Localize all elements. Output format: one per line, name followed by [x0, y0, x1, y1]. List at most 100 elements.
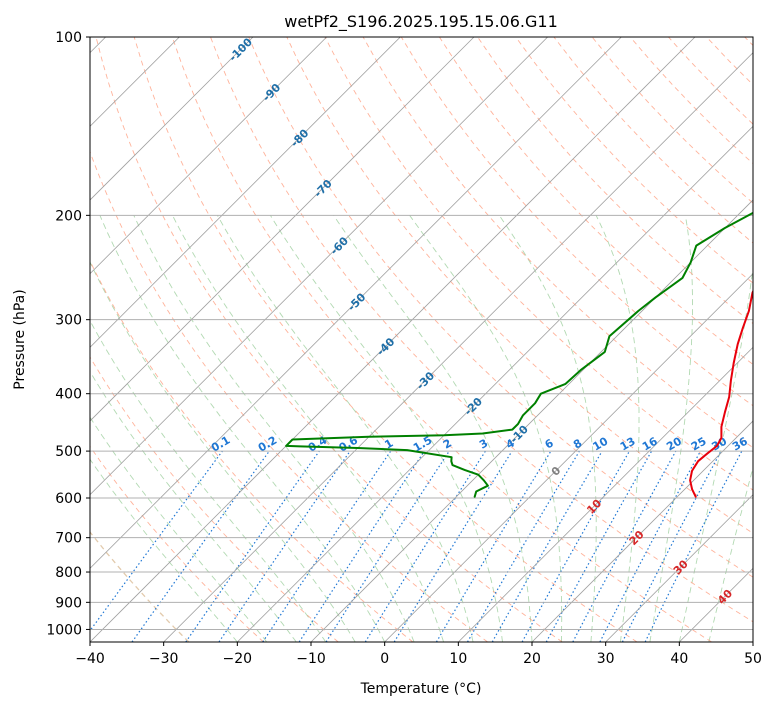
moist-adiabat — [90, 416, 268, 642]
isotherm-label: -50 — [345, 290, 368, 313]
moist-adiabat — [649, 215, 693, 642]
dry-adiabat — [591, 37, 753, 204]
y-tick-label: 700 — [55, 531, 82, 547]
dry-adiabat-label: 20 — [627, 528, 647, 548]
dry-adiabat-label: 40 — [715, 587, 735, 607]
y-axis-ticks: 100 200 300 400 500 600 700 800 900 1000 — [46, 30, 90, 638]
dry-adiabat — [133, 37, 638, 642]
isotherm-line — [163, 52, 753, 642]
dry-adiabat — [248, 37, 753, 578]
dry-adiabat — [706, 37, 753, 86]
dry-adiabat — [90, 356, 339, 642]
isotherm-label: -60 — [328, 234, 351, 257]
isotherm-label: -80 — [288, 126, 311, 149]
isotherm-line — [90, 37, 696, 642]
moist-adiabat — [90, 370, 297, 642]
dry-adiabat — [90, 530, 190, 642]
chart-title: wetPf2_S196.2025.195.15.06.G11 — [284, 12, 558, 32]
isotherm-line — [605, 494, 753, 642]
dry-adiabats — [90, 37, 753, 642]
isotherm-label: -20 — [462, 395, 485, 418]
moist-adiabat — [270, 215, 503, 642]
dry-adiabat — [744, 37, 753, 47]
dry-adiabat — [95, 37, 563, 642]
mixing-ratio-line — [644, 450, 743, 642]
x-axis-title: Temperature (°C) — [360, 681, 482, 697]
x-tick-label: −30 — [149, 651, 179, 667]
mixing-ratio-line — [185, 450, 320, 642]
moist-adiabats — [90, 215, 753, 642]
isotherm-line — [90, 37, 327, 275]
moist-adiabat — [708, 465, 753, 642]
x-tick-label: 20 — [523, 651, 541, 667]
isotherm-line — [90, 37, 254, 201]
dry-adiabat — [668, 37, 753, 125]
x-tick-label: 0 — [380, 651, 389, 667]
isotherm-line — [237, 125, 753, 642]
isotherm-label: -30 — [414, 369, 437, 392]
isotherm-line — [384, 273, 753, 642]
moist-adiabat — [90, 260, 356, 642]
pressure-gridlines — [90, 37, 753, 630]
mixing-ratio-line — [364, 450, 486, 642]
y-tick-label: 300 — [55, 313, 82, 329]
isotherm-line — [90, 37, 622, 569]
x-tick-label: −20 — [223, 651, 253, 667]
moist-adiabat — [333, 215, 533, 642]
moist-adiabat — [133, 215, 415, 642]
isotherm-label: 0 — [549, 464, 564, 479]
dry-adiabat — [90, 150, 488, 642]
mixing-ratio-line — [393, 450, 513, 642]
x-axis-ticks: −40 −30 −20 −10 0 10 20 30 40 50 — [75, 642, 762, 667]
x-tick-label: −10 — [296, 651, 326, 667]
mixing-ratio-line — [131, 450, 270, 642]
isotherm-line — [310, 199, 753, 642]
moist-adiabat — [172, 215, 445, 642]
mixing-ratio-label: 6 — [543, 436, 556, 451]
moist-adiabat — [99, 215, 386, 642]
y-tick-label: 100 — [55, 30, 82, 46]
dry-adiabat — [90, 445, 264, 642]
plot-area: 0.1 0.2 0.4 0.6 1 1.5 2 3 4 6 8 10 13 16 20 25 30 36-100-… — [90, 35, 753, 642]
isotherm-label: -40 — [374, 335, 397, 358]
y-tick-label: 800 — [55, 565, 82, 581]
isotherm-label: -90 — [260, 81, 283, 104]
dry-adiabat — [400, 37, 753, 407]
isotherm-line — [752, 641, 753, 642]
isotherm-line — [458, 346, 753, 642]
mixing-ratio-label: 2 — [441, 437, 454, 452]
data-series — [285, 211, 753, 498]
dry-adiabat — [210, 37, 753, 623]
dry-adiabat-label: 30 — [671, 557, 691, 577]
isotherm-line — [90, 37, 548, 496]
isotherm-line — [679, 567, 753, 642]
temperature-profile-line — [689, 289, 753, 498]
mixing-ratio-lines — [90, 450, 743, 642]
y-tick-label: 900 — [55, 595, 82, 611]
mixing-ratio-line — [218, 450, 351, 642]
mixing-ratio-line — [599, 450, 702, 642]
isotherm-line — [90, 37, 401, 348]
dewpoint-profile-line — [285, 211, 753, 498]
moist-adiabat — [90, 458, 238, 642]
mixing-ratio-line — [90, 450, 223, 632]
x-tick-label: 40 — [670, 651, 688, 667]
moist-adiabat — [409, 215, 563, 642]
plot-frame — [89, 36, 754, 643]
skewed-isotherms — [90, 37, 753, 642]
moist-adiabat — [217, 215, 474, 642]
isotherm-line — [90, 37, 475, 422]
mixing-ratio-line — [325, 450, 450, 642]
dry-adiabat — [439, 37, 753, 365]
moist-adiabat — [90, 319, 327, 642]
isotherm-label: -100 — [226, 35, 255, 64]
x-tick-label: 50 — [744, 651, 762, 667]
dry-adiabat — [90, 259, 414, 642]
y-tick-label: 500 — [55, 444, 82, 460]
y-tick-label: 1000 — [46, 622, 82, 638]
mixing-ratio-line — [572, 450, 677, 642]
y-tick-label: 200 — [55, 208, 82, 224]
moist-adiabat — [595, 215, 640, 642]
x-tick-label: 10 — [449, 651, 467, 667]
mixing-ratio-line — [262, 450, 392, 642]
